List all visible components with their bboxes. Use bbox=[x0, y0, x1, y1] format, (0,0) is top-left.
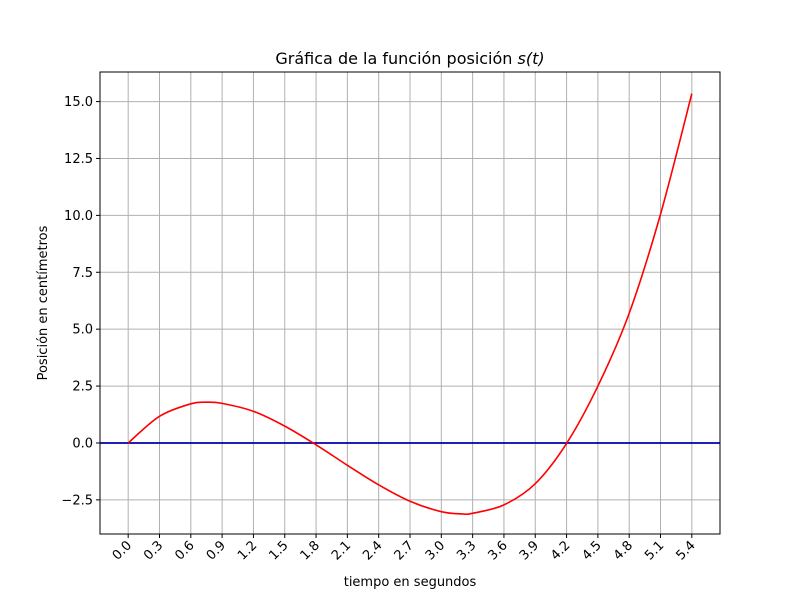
y-tick-label: −2.5 bbox=[61, 493, 93, 508]
y-tick-label: 10.0 bbox=[64, 209, 93, 224]
y-tick-label: 5.0 bbox=[72, 323, 93, 338]
grid bbox=[100, 72, 720, 534]
y-tick-label: 12.5 bbox=[64, 152, 93, 167]
y-tick-label: 15.0 bbox=[64, 95, 93, 110]
position-curve bbox=[127, 93, 693, 516]
chart-title: Gráfica de la función posición s(t) bbox=[275, 49, 544, 68]
y-tick-label: 2.5 bbox=[72, 380, 93, 395]
chart-title-math: s(t) bbox=[518, 49, 545, 68]
y-axis-label: Posición en centímetros bbox=[36, 225, 51, 380]
y-tick-label: 0.0 bbox=[72, 436, 93, 451]
y-axis: −2.5 0.0 2.5 5.0 7.5 10.0 12.5 15.0 bbox=[61, 95, 100, 508]
chart-title-text: Gráfica de la función posición bbox=[275, 49, 517, 68]
x-axis-label: tiempo en segundos bbox=[344, 575, 477, 590]
y-tick-label: 7.5 bbox=[72, 266, 93, 281]
series-layer bbox=[100, 93, 720, 516]
